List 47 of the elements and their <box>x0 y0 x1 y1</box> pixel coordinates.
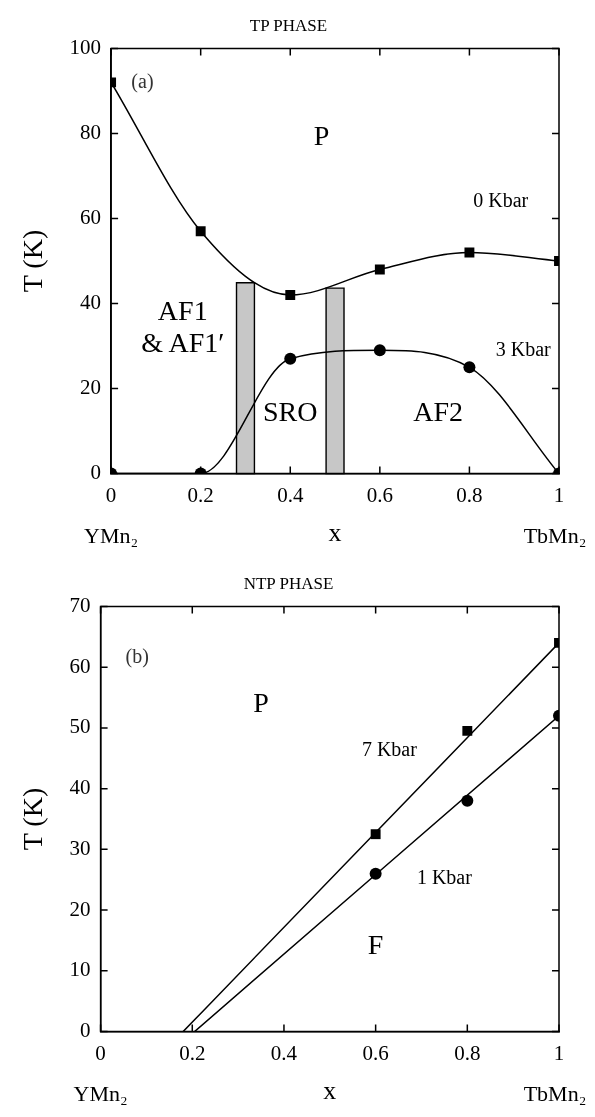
x-tick-label: 0.8 <box>456 482 483 507</box>
annotation: 0 Kbar <box>473 188 529 211</box>
text: TbMn₂ <box>523 1080 587 1106</box>
x-tick-label: 0.2 <box>187 482 214 507</box>
chart-title: TP PHASE <box>249 15 328 35</box>
x-axis-title: x <box>323 1076 337 1106</box>
x-tick-label: 0.2 <box>179 1040 206 1065</box>
y-axis-title: T (K) <box>17 787 49 851</box>
annotation: (a) <box>131 69 154 93</box>
y-tick-label: 0 <box>80 1018 91 1043</box>
y-tick-label: 30 <box>69 835 91 860</box>
x-tick-label: 0.4 <box>270 1040 298 1065</box>
annotation: SRO <box>263 396 318 428</box>
x-tick-label: 0.6 <box>366 482 393 507</box>
y-tick-label: 80 <box>80 119 102 144</box>
text: TbMn₂ <box>523 522 587 548</box>
text: YMn₂ <box>84 522 139 548</box>
annotation: F <box>367 928 384 960</box>
y-tick-label: 20 <box>80 375 102 400</box>
x-tick-label: 0.8 <box>454 1040 481 1065</box>
x-tick-label: 0.4 <box>277 482 304 507</box>
annotation: 3 Kbar <box>495 337 551 360</box>
y-tick-label: 60 <box>69 653 91 678</box>
annotation: AF1 & AF1′ <box>141 295 225 359</box>
annotation: (b) <box>125 644 149 668</box>
point <box>462 725 473 736</box>
y-tick-label: 100 <box>69 34 102 59</box>
annotation: 7 Kbar <box>361 738 418 761</box>
annotation: P <box>253 686 269 718</box>
x-tick-label: 1 <box>553 482 565 507</box>
y-tick-label: 60 <box>80 205 102 229</box>
y-tick-label: 40 <box>80 290 102 315</box>
annotation: 1 Kbar <box>416 865 473 888</box>
y-tick-label: 0 <box>90 460 102 485</box>
text: YMn₂ <box>73 1080 128 1106</box>
x-tick-label: 1 <box>553 1040 565 1065</box>
y-tick-label: 70 <box>69 592 91 617</box>
y-tick-label: 10 <box>69 957 91 982</box>
y-tick-label: 20 <box>69 896 91 921</box>
x-tick-label: 0.6 <box>362 1040 389 1065</box>
annotation: P <box>313 120 330 152</box>
x-axis-title: x <box>328 518 342 548</box>
annotation: AF2 <box>413 396 463 428</box>
y-tick-label: 50 <box>69 714 91 739</box>
y-tick-label: 40 <box>69 775 91 800</box>
y-axis-title: T (K) <box>17 229 49 293</box>
chart-title: NTP PHASE <box>243 573 334 593</box>
